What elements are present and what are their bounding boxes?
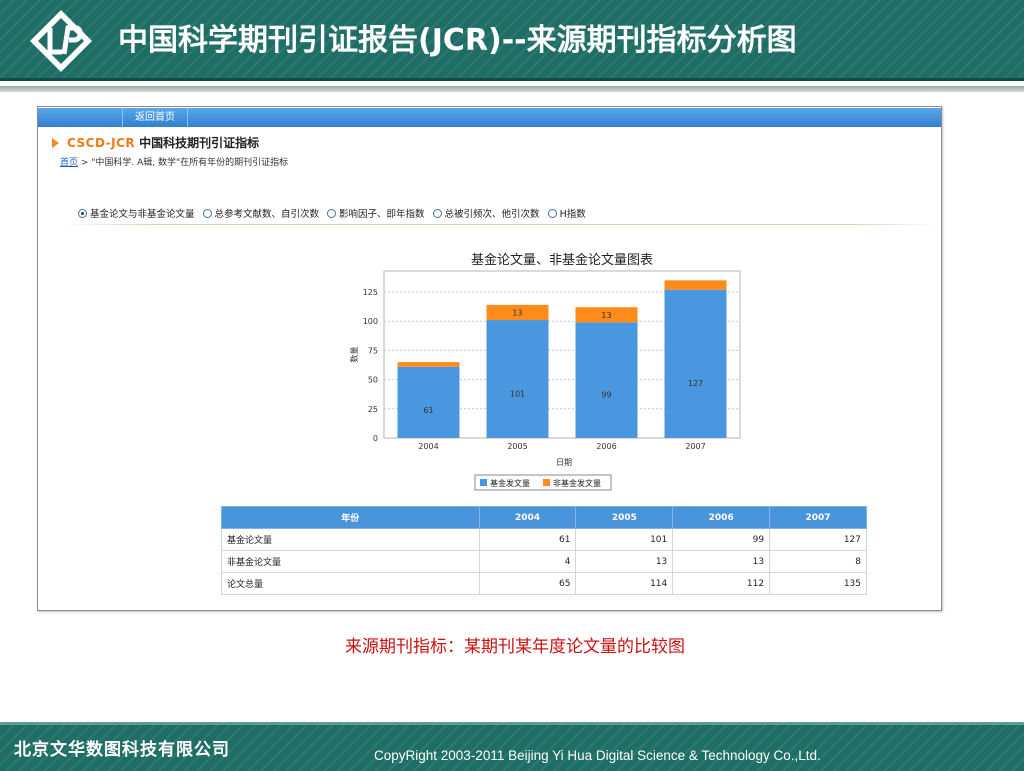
nav-tab-home[interactable]: 返回首页	[122, 108, 188, 127]
table-cell: 8	[769, 550, 867, 573]
table-cell: 61	[478, 528, 577, 551]
x-axis-label: 日期	[556, 458, 572, 467]
x-tick-label: 2005	[507, 442, 527, 451]
radio-option[interactable]: 总参考文献数、自引次数	[202, 206, 320, 220]
y-tick-label: 75	[368, 346, 378, 355]
bar-data-label: 61	[423, 406, 433, 415]
stacked-bar-chart: 基金论文量、非基金论文量图表 0 25 50 75 100 125 数量 61 2004 101 13…	[349, 252, 741, 491]
lp-diamond-logo-icon	[30, 10, 92, 72]
bar-data-label: 13	[512, 308, 522, 317]
table-cell: 13	[672, 550, 771, 573]
bar-segment	[575, 307, 638, 323]
radio-button[interactable]	[432, 208, 442, 218]
bar-segment	[575, 322, 638, 438]
bar-segment	[664, 289, 727, 438]
y-tick-label: 100	[363, 317, 378, 326]
radio-button[interactable]	[547, 208, 557, 218]
table-row: 论文总量 65 114 112 135	[221, 572, 867, 595]
y-tick-label: 125	[363, 288, 378, 297]
table-cell: 4	[478, 550, 577, 573]
table-cell: 13	[575, 550, 674, 573]
bar-data-label: 13	[601, 311, 611, 320]
bar-data-label: 127	[688, 379, 703, 388]
breadcrumb: 首页 > "中国科学. A辑, 数学"在所有年份的期刊引证指标	[60, 157, 288, 170]
table-row: 基金论文量 61 101 99 127	[221, 528, 867, 551]
table-row-label: 非基金论文量	[221, 550, 480, 573]
legend-swatch	[543, 479, 550, 486]
legend-label: 基金发文量	[490, 478, 530, 488]
section-heading: CSCD-JCR 中国科技期刊引证指标	[52, 134, 259, 152]
separator-line	[60, 224, 940, 225]
table-header-cell: 2007	[769, 506, 867, 529]
table-header-row: 年份 2004 2005 2006 2007	[221, 506, 867, 529]
x-tick-label: 2004	[418, 442, 438, 451]
section-brand: CSCD-JCR	[67, 136, 136, 150]
table-row: 非基金论文量 4 13 13 8	[221, 550, 867, 573]
data-table: 年份 2004 2005 2006 2007 基金论文量 61 101 99 127 非基金论文量…	[221, 506, 867, 595]
app-panel: 返回首页 CSCD-JCR 中国科技期刊引证指标 首页 > "中国科学. A辑, …	[37, 106, 942, 611]
radio-label: 总被引频次、他引次数	[444, 209, 540, 220]
legend-label: 非基金发文量	[553, 478, 601, 488]
legend-swatch	[480, 479, 487, 486]
radio-label: 基金论文与非基金论文量	[90, 209, 195, 220]
y-tick-label: 25	[368, 405, 378, 414]
radio-button[interactable]	[78, 208, 87, 218]
table-header-cell: 2004	[478, 506, 577, 529]
table-header-cell: 2006	[672, 506, 771, 529]
footer-copyright: CopyRight 2003-2011 Beijing Yi Hua Digit…	[374, 748, 821, 763]
breadcrumb-home-link[interactable]: 首页	[60, 158, 79, 168]
indicator-radio-group: 基金论文与非基金论文量 总参考文献数、自引次数 影响因子、即年指数 总被引频次、他引次…	[78, 205, 594, 221]
slide-header: 中国科学期刊引证报告(JCR)--来源期刊指标分析图	[0, 0, 1024, 81]
y-tick-label: 50	[368, 376, 378, 385]
header-divider	[0, 86, 1024, 92]
radio-label: 总参考文献数、自引次数	[214, 209, 320, 220]
bar-segment	[397, 362, 460, 367]
bar-segment	[486, 320, 549, 438]
table-cell: 112	[672, 572, 771, 595]
y-tick-label: 0	[373, 434, 378, 443]
table-cell: 114	[575, 572, 674, 595]
bar-data-label: 99	[601, 391, 611, 400]
table-cell: 101	[575, 528, 674, 551]
radio-option[interactable]: H指数	[547, 206, 586, 220]
table-cell: 65	[478, 572, 577, 595]
table-row-label: 基金论文量	[221, 528, 480, 551]
radio-label: 影响因子、即年指数	[339, 209, 425, 220]
x-tick-label: 2006	[596, 442, 616, 451]
bar-segment	[397, 366, 460, 438]
chart-title: 基金论文量、非基金论文量图表	[471, 252, 653, 268]
radio-option[interactable]: 基金论文与非基金论文量	[78, 206, 195, 220]
section-title: 中国科技期刊引证指标	[139, 136, 260, 150]
slide-caption: 来源期刊指标：某期刊某年度论文量的比较图	[345, 637, 685, 657]
table-cell: 99	[672, 528, 771, 551]
table-header-cell: 年份	[221, 506, 480, 529]
table-header-cell: 2005	[575, 506, 674, 529]
radio-button[interactable]	[202, 208, 212, 218]
bar-segment	[664, 280, 727, 290]
x-tick-label: 2007	[685, 442, 705, 451]
table-row-label: 论文总量	[221, 572, 480, 595]
top-nav-bar: 返回首页	[38, 108, 941, 127]
slide-footer: 北京文华数图科技有限公司 CopyRight 2003-2011 Beijing…	[0, 722, 1024, 771]
radio-label: H指数	[559, 209, 586, 220]
radio-button[interactable]	[327, 208, 337, 218]
breadcrumb-path: > "中国科学. A辑, 数学"在所有年份的期刊引证指标	[78, 158, 289, 168]
table-cell: 135	[769, 572, 867, 595]
footer-company: 北京文华数图科技有限公司	[14, 740, 230, 760]
radio-option[interactable]: 总被引频次、他引次数	[432, 206, 540, 220]
radio-option[interactable]: 影响因子、即年指数	[327, 206, 425, 220]
bar-data-label: 101	[510, 390, 525, 399]
bar-segment	[486, 304, 549, 321]
triangle-bullet-icon	[52, 138, 59, 148]
table-cell: 127	[769, 528, 867, 551]
y-axis-label: 数量	[349, 347, 359, 363]
slide-title: 中国科学期刊引证报告(JCR)--来源期刊指标分析图	[118, 23, 797, 58]
